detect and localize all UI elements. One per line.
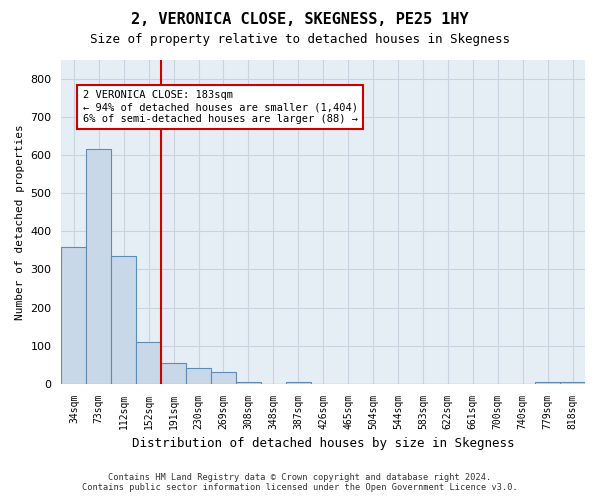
Bar (211, 372, 236, 384)
Bar (161, 362, 186, 384)
Bar (86, 150, 111, 384)
Bar (61, 246, 86, 384)
Bar (236, 382, 261, 384)
Text: 2, VERONICA CLOSE, SKEGNESS, PE25 1HY: 2, VERONICA CLOSE, SKEGNESS, PE25 1HY (131, 12, 469, 28)
Text: Size of property relative to detached houses in Skegness: Size of property relative to detached ho… (90, 32, 510, 46)
Bar (560, 382, 585, 384)
Bar (111, 256, 136, 384)
Text: Contains HM Land Registry data © Crown copyright and database right 2024.
Contai: Contains HM Land Registry data © Crown c… (82, 473, 518, 492)
Bar (286, 382, 311, 384)
Y-axis label: Number of detached properties: Number of detached properties (15, 124, 25, 320)
Bar (136, 342, 161, 384)
Bar (186, 368, 211, 384)
X-axis label: Distribution of detached houses by size in Skegness: Distribution of detached houses by size … (132, 437, 514, 450)
Text: 2 VERONICA CLOSE: 183sqm
← 94% of detached houses are smaller (1,404)
6% of semi: 2 VERONICA CLOSE: 183sqm ← 94% of detach… (83, 90, 358, 124)
Bar (535, 382, 560, 384)
